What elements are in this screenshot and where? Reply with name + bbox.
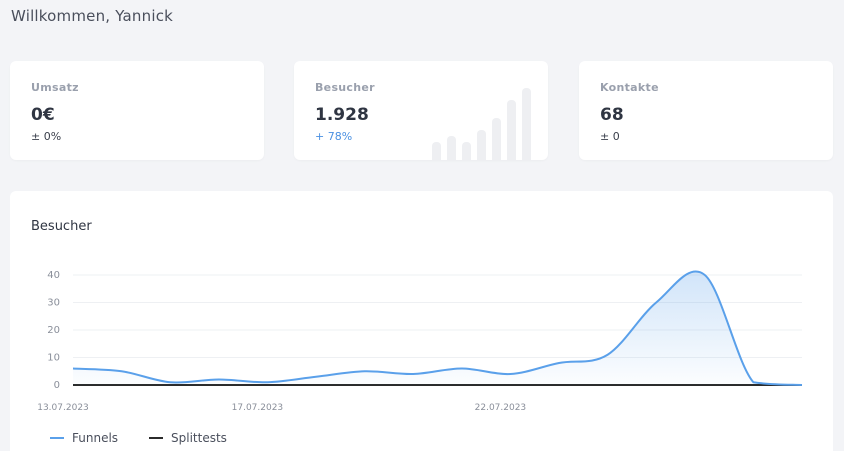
stat-card-kontakte: Kontakte 68 ± 0 bbox=[579, 61, 833, 160]
y-tick-label: 0 bbox=[54, 380, 60, 391]
stat-label: Besucher bbox=[315, 81, 375, 94]
sparkline-bar bbox=[522, 88, 531, 160]
y-tick-label: 10 bbox=[47, 353, 60, 364]
sparkline-bar bbox=[432, 142, 441, 160]
sparkline-bar bbox=[507, 100, 516, 160]
sparkline-bar bbox=[462, 142, 471, 160]
series-line-funnels bbox=[72, 270, 803, 386]
stat-delta: ± 0% bbox=[31, 130, 62, 143]
stat-delta: + 78% bbox=[315, 130, 353, 143]
legend-item-splittests[interactable]: Splittests bbox=[149, 431, 227, 445]
stat-card-umsatz: Umsatz 0€ ± 0% bbox=[10, 61, 264, 160]
stat-value: 68 bbox=[600, 105, 624, 125]
y-tick-label: 40 bbox=[47, 270, 60, 281]
sparkline-bar bbox=[447, 136, 456, 160]
x-tick-label: 22.07.2023 bbox=[475, 403, 527, 413]
stat-label: Kontakte bbox=[600, 81, 659, 94]
stat-label: Umsatz bbox=[31, 81, 79, 94]
stat-value: 0€ bbox=[31, 105, 55, 125]
visitors-chart-card: Besucher 0 10 20 30 40 13.07.2023 17.07.2023 22… bbox=[10, 191, 833, 451]
x-tick-label: 17.07.2023 bbox=[232, 403, 284, 413]
sparkline-bar bbox=[492, 118, 501, 160]
sparkline bbox=[432, 88, 537, 160]
legend-swatch bbox=[50, 437, 64, 439]
legend-label: Funnels bbox=[72, 431, 119, 445]
sparkline-bar bbox=[477, 130, 486, 160]
legend-item-funnels[interactable]: Funnels bbox=[50, 431, 118, 445]
chart-title: Besucher bbox=[31, 219, 92, 234]
legend-swatch bbox=[149, 437, 163, 439]
visitors-chart: 0 10 20 30 40 13.07.2023 17.07.2023 22.07.2023 bbox=[37, 270, 803, 413]
y-tick-label: 30 bbox=[47, 298, 60, 309]
welcome-heading: Willkommen, Yannick bbox=[11, 7, 174, 25]
series-area-funnels bbox=[73, 271, 802, 385]
stat-delta: ± 0 bbox=[600, 130, 620, 143]
x-tick-label: 13.07.2023 bbox=[37, 403, 89, 413]
stat-card-besucher: Besucher 1.928 + 78% bbox=[294, 61, 548, 160]
stat-value: 1.928 bbox=[315, 105, 369, 125]
legend-label: Splittests bbox=[171, 431, 227, 445]
y-tick-label: 20 bbox=[47, 325, 60, 336]
